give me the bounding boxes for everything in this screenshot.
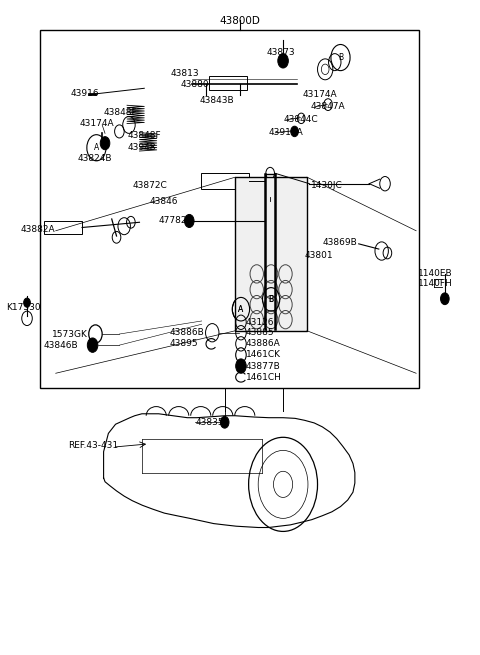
Text: 1461CH: 1461CH xyxy=(246,373,282,382)
Circle shape xyxy=(291,126,299,137)
Text: 43869B: 43869B xyxy=(323,238,357,247)
Text: 1140FH: 1140FH xyxy=(418,278,453,288)
Text: 43800D: 43800D xyxy=(219,16,261,26)
Text: 43848F: 43848F xyxy=(104,108,137,117)
Text: 43877B: 43877B xyxy=(246,362,280,371)
Text: 1430JC: 1430JC xyxy=(311,181,343,189)
Text: 43916: 43916 xyxy=(70,89,99,98)
Text: 43885: 43885 xyxy=(246,328,275,337)
Text: 43895: 43895 xyxy=(169,339,198,348)
Bar xyxy=(235,177,307,331)
Text: A: A xyxy=(239,305,243,314)
Text: 1573GK: 1573GK xyxy=(52,329,88,339)
Text: 43174A: 43174A xyxy=(302,90,337,99)
Circle shape xyxy=(236,359,246,373)
Bar xyxy=(44,221,82,234)
Text: 43813: 43813 xyxy=(170,69,199,78)
Text: 43843B: 43843B xyxy=(199,96,234,105)
Bar xyxy=(209,76,247,90)
Text: 43824B: 43824B xyxy=(77,154,112,162)
Text: 1140EB: 1140EB xyxy=(418,269,453,278)
Text: K17530: K17530 xyxy=(6,303,41,312)
Text: 43844C: 43844C xyxy=(283,115,318,124)
Text: 43174A: 43174A xyxy=(80,119,114,128)
Bar xyxy=(201,174,249,189)
Text: A: A xyxy=(94,143,99,152)
Text: 43835: 43835 xyxy=(196,418,225,427)
Text: A: A xyxy=(239,305,243,314)
Circle shape xyxy=(24,298,30,307)
Text: 43873: 43873 xyxy=(266,48,295,57)
Circle shape xyxy=(87,338,98,352)
Text: 43846: 43846 xyxy=(149,197,178,206)
Text: B: B xyxy=(268,295,274,304)
Text: 43846B: 43846B xyxy=(44,341,78,350)
Circle shape xyxy=(220,417,229,428)
Text: 43917A: 43917A xyxy=(269,128,303,138)
Text: 43886A: 43886A xyxy=(246,339,280,348)
Circle shape xyxy=(184,214,194,227)
Text: 43880: 43880 xyxy=(180,80,209,89)
Text: REF.43-431: REF.43-431 xyxy=(68,441,118,449)
Circle shape xyxy=(100,137,110,150)
Text: 43886B: 43886B xyxy=(169,328,204,337)
Bar xyxy=(40,30,420,388)
Text: 43801: 43801 xyxy=(305,251,333,260)
Text: 43126: 43126 xyxy=(246,318,274,327)
Text: B: B xyxy=(268,295,274,304)
Text: 43848F: 43848F xyxy=(128,132,161,140)
Text: 43872C: 43872C xyxy=(132,181,167,189)
Text: 43882A: 43882A xyxy=(21,225,55,234)
Text: B: B xyxy=(338,53,343,62)
Text: 1461CK: 1461CK xyxy=(246,350,281,360)
Circle shape xyxy=(278,54,288,68)
Text: 43948: 43948 xyxy=(128,143,156,151)
Text: 43847A: 43847A xyxy=(311,102,346,111)
Circle shape xyxy=(441,293,449,305)
Circle shape xyxy=(265,195,275,208)
Text: 47782: 47782 xyxy=(158,216,187,225)
